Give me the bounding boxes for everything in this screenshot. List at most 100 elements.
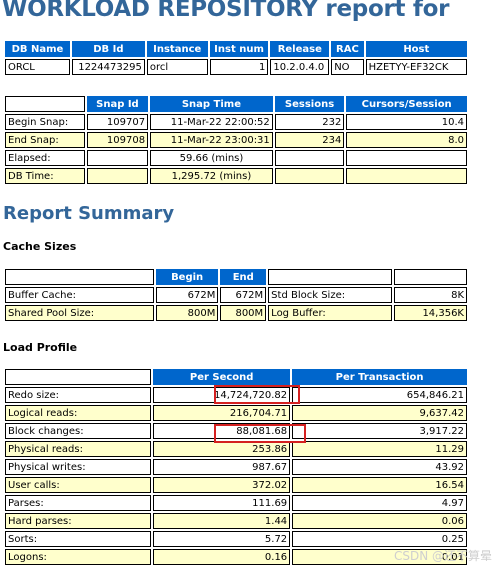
per-transaction-cell: 11.29: [292, 441, 467, 457]
col-header-end: End: [220, 269, 267, 285]
begin-cell: 800M: [155, 305, 219, 321]
cache-header-blank: [394, 269, 467, 285]
per-second-cell: 111.69: [153, 495, 291, 511]
col-header-per-second: Per Second: [153, 369, 291, 385]
param-value: 8K: [394, 287, 467, 303]
cache-header-blank: [268, 269, 393, 285]
sessions-cell: [274, 150, 345, 166]
snap-row-end: End Snap: 109708 11-Mar-22 23:00:31 234 …: [5, 132, 467, 148]
cache-sizes-table: Begin End Buffer Cache: 672M 672M Std Bl…: [3, 267, 469, 323]
row-label: Parses:: [5, 495, 152, 511]
col-header-snap-time: Snap Time: [150, 96, 273, 112]
per-transaction-cell: 0.06: [292, 513, 467, 529]
per-transaction-cell: 4.97: [292, 495, 467, 511]
inst-num-cell: 1: [209, 59, 269, 75]
load-row-physical-reads: Physical reads: 253.86 11.29: [5, 441, 467, 457]
cursors-cell: [346, 168, 467, 184]
instance-cell: orcl: [146, 59, 208, 75]
snap-row-elapsed: Elapsed: 59.66 (mins): [5, 150, 467, 166]
cursors-cell: 10.4: [346, 114, 467, 130]
per-second-cell: 88,081.68: [153, 423, 291, 439]
load-row-redo-size: Redo size: 14,724,720.82 654,846.21: [5, 387, 467, 403]
cache-row-buffer-cache: Buffer Cache: 672M 672M Std Block Size: …: [5, 287, 467, 303]
snap-header-blank: [5, 96, 85, 112]
load-header-blank: [5, 369, 152, 385]
col-header-per-transaction: Per Transaction: [292, 369, 467, 385]
per-transaction-cell: 654,846.21: [292, 387, 467, 403]
per-second-cell: 216,704.71: [153, 405, 291, 421]
row-label: Sorts:: [5, 531, 152, 547]
highlight-box-block-changes: [214, 424, 306, 443]
load-row-logical-reads: Logical reads: 216,704.71 9,637.42: [5, 405, 467, 421]
row-label: Buffer Cache:: [5, 287, 154, 303]
snap-time-cell: 11-Mar-22 22:00:52: [150, 114, 273, 130]
col-header-db-name: DB Name: [5, 41, 70, 57]
load-row-logons: Logons: 0.16 0.01: [5, 549, 467, 565]
col-header-instance: Instance: [146, 41, 208, 57]
load-row-physical-writes: Physical writes: 987.67 43.92: [5, 459, 467, 475]
param-label: Std Block Size:: [268, 287, 393, 303]
row-label: Elapsed:: [5, 150, 85, 166]
row-label: Hard parses:: [5, 513, 152, 529]
snap-id-cell: 109708: [86, 132, 149, 148]
snap-id-cell: [86, 168, 149, 184]
report-title: WORKLOAD REPOSITORY report for: [2, 0, 450, 22]
param-label: Log Buffer:: [268, 305, 393, 321]
load-row-sorts: Sorts: 5.72 0.25: [5, 531, 467, 547]
row-label: Block changes:: [5, 423, 152, 439]
per-transaction-cell: 3,917.22: [292, 423, 467, 439]
highlight-box-redo-size: [214, 385, 300, 404]
load-profile-table: Per Second Per Transaction Redo size: 14…: [3, 367, 469, 567]
row-label: Physical reads:: [5, 441, 152, 457]
db-info-table: DB Name DB Id Instance Inst num Release …: [3, 39, 469, 77]
col-header-snap-id: Snap Id: [86, 96, 149, 112]
per-second-cell: 1.44: [153, 513, 291, 529]
row-label: Shared Pool Size:: [5, 305, 154, 321]
cache-sizes-heading: Cache Sizes: [3, 240, 77, 253]
per-transaction-cell: 0.01: [292, 549, 467, 565]
db-id-cell: 1224473295: [71, 59, 145, 75]
row-label: Logical reads:: [5, 405, 152, 421]
load-row-user-calls: User calls: 372.02 16.54: [5, 477, 467, 493]
row-label: DB Time:: [5, 168, 85, 184]
report-summary-heading: Report Summary: [3, 203, 175, 224]
per-transaction-cell: 0.25: [292, 531, 467, 547]
load-row-block-changes: Block changes: 88,081.68 3,917.22: [5, 423, 467, 439]
per-second-cell: 0.16: [153, 549, 291, 565]
per-second-cell: 987.67: [153, 459, 291, 475]
per-second-cell: 253.86: [153, 441, 291, 457]
row-label: Logons:: [5, 549, 152, 565]
rac-cell: NO: [331, 59, 364, 75]
col-header-cursors-session: Cursors/Session: [346, 96, 467, 112]
col-header-release: Release: [270, 41, 330, 57]
release-cell: 10.2.0.4.0: [270, 59, 330, 75]
host-cell: HZETYY-EF32CK: [365, 59, 467, 75]
col-header-inst-num: Inst num: [209, 41, 269, 57]
cursors-cell: [346, 150, 467, 166]
sessions-cell: 232: [274, 114, 345, 130]
snap-row-begin: Begin Snap: 109707 11-Mar-22 22:00:52 23…: [5, 114, 467, 130]
cursors-cell: 8.0: [346, 132, 467, 148]
row-label: Redo size:: [5, 387, 152, 403]
sessions-cell: 234: [274, 132, 345, 148]
col-header-begin: Begin: [155, 269, 219, 285]
load-profile-heading: Load Profile: [3, 341, 78, 354]
begin-cell: 672M: [155, 287, 219, 303]
row-label: Physical writes:: [5, 459, 152, 475]
snap-time-cell: 11-Mar-22 23:00:31: [150, 132, 273, 148]
snap-id-cell: 109707: [86, 114, 149, 130]
per-second-cell: 5.72: [153, 531, 291, 547]
col-header-rac: RAC: [331, 41, 364, 57]
watermark-text: CSDN @还不算晕: [393, 549, 492, 563]
per-transaction-cell: 16.54: [292, 477, 467, 493]
cache-row-shared-pool: Shared Pool Size: 800M 800M Log Buffer: …: [5, 305, 467, 321]
snap-id-cell: [86, 150, 149, 166]
load-row-parses: Parses: 111.69 4.97: [5, 495, 467, 511]
sessions-cell: [274, 168, 345, 184]
snap-time-cell: 59.66 (mins): [150, 150, 273, 166]
snap-time-cell: 1,295.72 (mins): [150, 168, 273, 184]
col-header-db-id: DB Id: [71, 41, 145, 57]
row-label: Begin Snap:: [5, 114, 85, 130]
end-cell: 672M: [220, 287, 267, 303]
db-name-cell: ORCL: [5, 59, 70, 75]
